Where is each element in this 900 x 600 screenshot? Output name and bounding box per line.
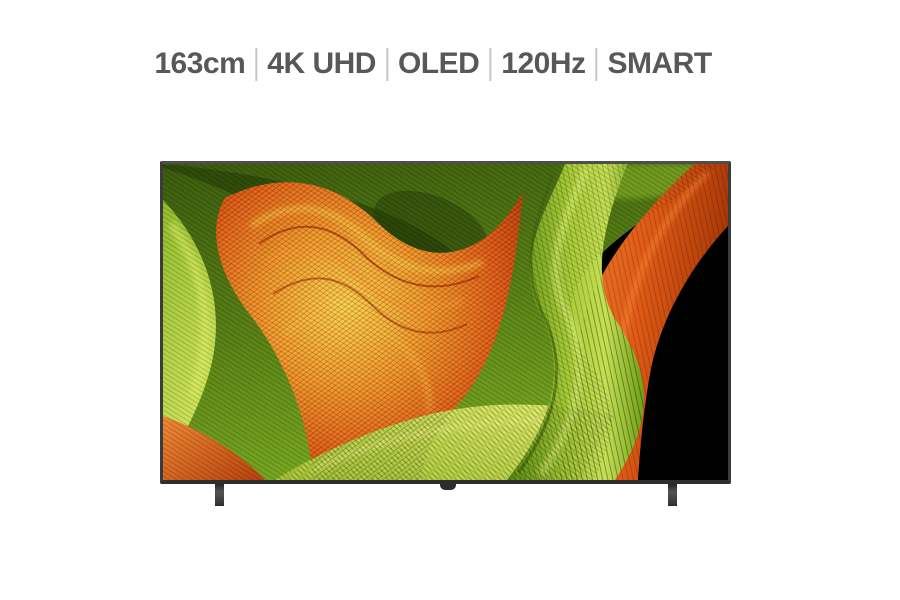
spec-resolution: 4K UHD: [267, 47, 376, 80]
artwork-striation-texture: [163, 164, 728, 480]
tv-ir-sensor-bump: [440, 484, 456, 490]
spec-size: 163cm: [154, 47, 246, 80]
spec-smart: SMART: [607, 47, 713, 80]
spec-divider: [385, 47, 388, 81]
spec-divider: [489, 47, 492, 81]
spec-refresh-rate: 120Hz: [501, 47, 586, 80]
tv-screen: [163, 164, 728, 480]
tv-stand-foot-left: [215, 484, 224, 506]
tv: [160, 161, 731, 484]
spec-header: 163cm 4K UHD OLED 120Hz SMART: [154, 45, 713, 83]
spec-divider: [255, 47, 258, 81]
spec-panel-type: OLED: [397, 47, 480, 80]
tv-stand-foot-right: [668, 484, 677, 506]
tv-screen-artwork: [163, 164, 728, 480]
spec-divider: [595, 47, 598, 81]
